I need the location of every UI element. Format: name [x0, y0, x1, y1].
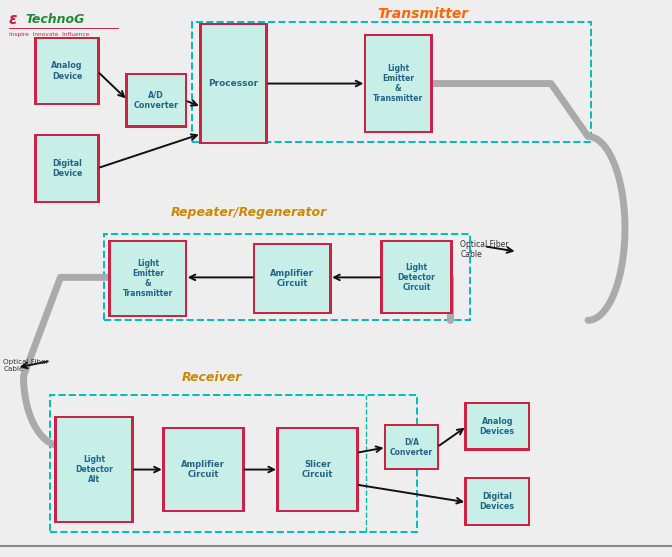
FancyBboxPatch shape: [111, 242, 185, 315]
FancyBboxPatch shape: [467, 404, 528, 448]
FancyBboxPatch shape: [57, 418, 131, 521]
Text: Analog
Devices: Analog Devices: [480, 417, 515, 436]
FancyBboxPatch shape: [128, 75, 185, 125]
FancyBboxPatch shape: [34, 134, 100, 203]
FancyBboxPatch shape: [276, 427, 359, 512]
Text: Receiver: Receiver: [181, 371, 242, 384]
FancyBboxPatch shape: [202, 25, 265, 142]
FancyBboxPatch shape: [37, 39, 97, 103]
Text: Analog
Device: Analog Device: [52, 61, 83, 81]
Text: TechnoG: TechnoG: [26, 13, 85, 26]
Text: Transmitter: Transmitter: [378, 7, 469, 21]
FancyBboxPatch shape: [384, 424, 439, 470]
FancyBboxPatch shape: [383, 242, 450, 312]
FancyBboxPatch shape: [199, 23, 268, 144]
Text: Light
Emitter
&
Transmitter: Light Emitter & Transmitter: [123, 259, 173, 298]
FancyBboxPatch shape: [279, 429, 356, 510]
FancyBboxPatch shape: [54, 416, 134, 523]
FancyBboxPatch shape: [364, 34, 433, 133]
FancyBboxPatch shape: [108, 240, 187, 317]
Text: Light
Emitter
&
Transmitter: Light Emitter & Transmitter: [373, 64, 423, 103]
Text: Amplifier
Circuit: Amplifier Circuit: [270, 269, 314, 288]
Text: Processor: Processor: [208, 79, 259, 88]
FancyBboxPatch shape: [34, 37, 100, 105]
Text: Optical Fiber
Cable: Optical Fiber Cable: [460, 240, 509, 259]
Text: Light
Detector
Alt: Light Detector Alt: [75, 455, 113, 484]
Text: Repeater/Regenerator: Repeater/Regenerator: [171, 206, 327, 219]
Text: Light
Detector
Circuit: Light Detector Circuit: [398, 262, 435, 292]
FancyBboxPatch shape: [125, 73, 187, 128]
Text: Optical Fiber
Cable: Optical Fiber Cable: [3, 359, 49, 372]
FancyBboxPatch shape: [253, 243, 332, 314]
FancyBboxPatch shape: [386, 426, 437, 468]
Text: Inspire  Innovate  Influence: Inspire Innovate Influence: [9, 32, 89, 37]
Text: Slicer
Circuit: Slicer Circuit: [302, 460, 333, 479]
FancyBboxPatch shape: [162, 427, 245, 512]
FancyBboxPatch shape: [464, 402, 530, 451]
Bar: [104, 234, 470, 320]
Bar: [50, 395, 417, 532]
FancyBboxPatch shape: [255, 245, 329, 312]
FancyBboxPatch shape: [37, 136, 97, 201]
FancyBboxPatch shape: [380, 240, 453, 314]
Text: Digital
Device: Digital Device: [52, 159, 83, 178]
FancyBboxPatch shape: [467, 479, 528, 524]
FancyBboxPatch shape: [464, 477, 530, 526]
Text: Amplifier
Circuit: Amplifier Circuit: [181, 460, 225, 479]
Text: D/A
Converter: D/A Converter: [390, 437, 433, 457]
Bar: [192, 22, 591, 142]
Text: Digital
Devices: Digital Devices: [480, 492, 515, 511]
Text: ε: ε: [9, 12, 17, 27]
FancyBboxPatch shape: [165, 429, 242, 510]
FancyBboxPatch shape: [366, 36, 430, 131]
Text: A/D
Converter: A/D Converter: [134, 91, 179, 110]
